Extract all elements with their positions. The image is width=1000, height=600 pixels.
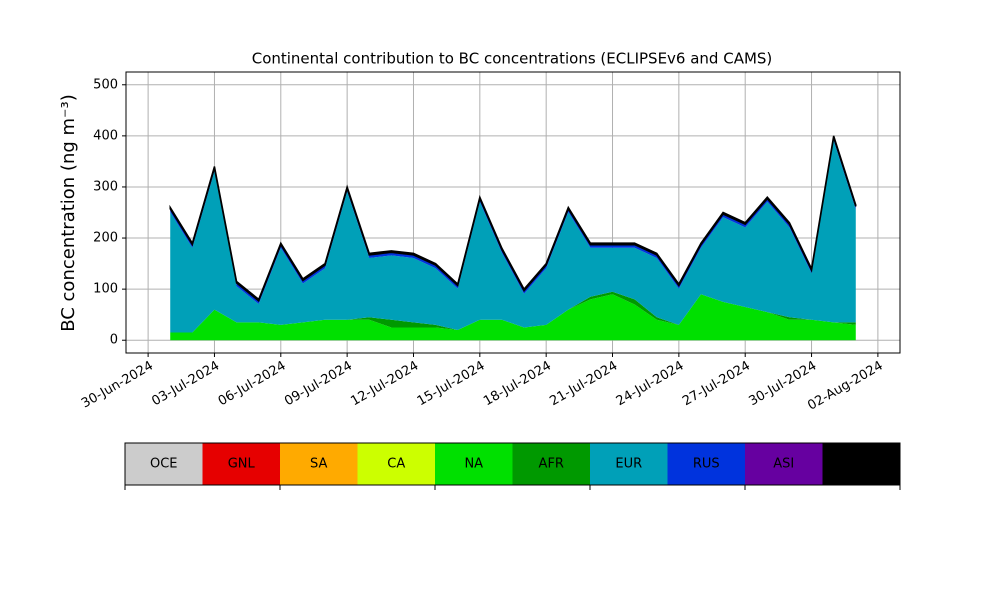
legend-label: EUR bbox=[615, 457, 642, 472]
area bbox=[170, 140, 856, 333]
chart-title: Continental contribution to BC concentra… bbox=[252, 50, 773, 68]
legend-label: RUS bbox=[693, 457, 720, 472]
legend-label: SA bbox=[310, 457, 327, 472]
legend-swatch bbox=[125, 443, 203, 485]
legend: OCE GNL SA CA NA AFR EUR RUS ASI AUS bbox=[124, 442, 901, 490]
plot-frame bbox=[125, 71, 901, 354]
legend-swatch bbox=[280, 443, 358, 485]
area bbox=[170, 294, 856, 341]
y-tick-label: 500 bbox=[93, 77, 118, 92]
legend-swatch bbox=[745, 443, 823, 485]
legend-swatch bbox=[202, 443, 280, 485]
legend-frame bbox=[124, 442, 901, 486]
legend-swatch bbox=[590, 443, 668, 485]
y-tick-label: 200 bbox=[93, 231, 118, 246]
legend-swatch bbox=[667, 443, 745, 485]
legend-swatch bbox=[435, 443, 513, 485]
y-tick-label: 100 bbox=[93, 282, 118, 297]
legend-label: AUS bbox=[848, 457, 875, 472]
legend-label: AFR bbox=[539, 457, 564, 472]
legend-label: OCE bbox=[150, 457, 178, 472]
legend-label: CA bbox=[387, 457, 405, 472]
y-tick-label: 400 bbox=[93, 128, 118, 143]
legend-label: NA bbox=[464, 457, 483, 472]
y-tick-label: 300 bbox=[93, 179, 118, 194]
legend-label: GNL bbox=[228, 457, 256, 472]
area bbox=[169, 135, 857, 303]
legend-swatch bbox=[512, 443, 590, 485]
legend-label: ASI bbox=[773, 457, 794, 472]
y-axis-label: BC concentration (ng m⁻³) bbox=[58, 94, 79, 332]
legend-swatch bbox=[357, 443, 435, 485]
y-tick-label: 0 bbox=[110, 333, 118, 348]
legend-swatch bbox=[822, 443, 900, 485]
